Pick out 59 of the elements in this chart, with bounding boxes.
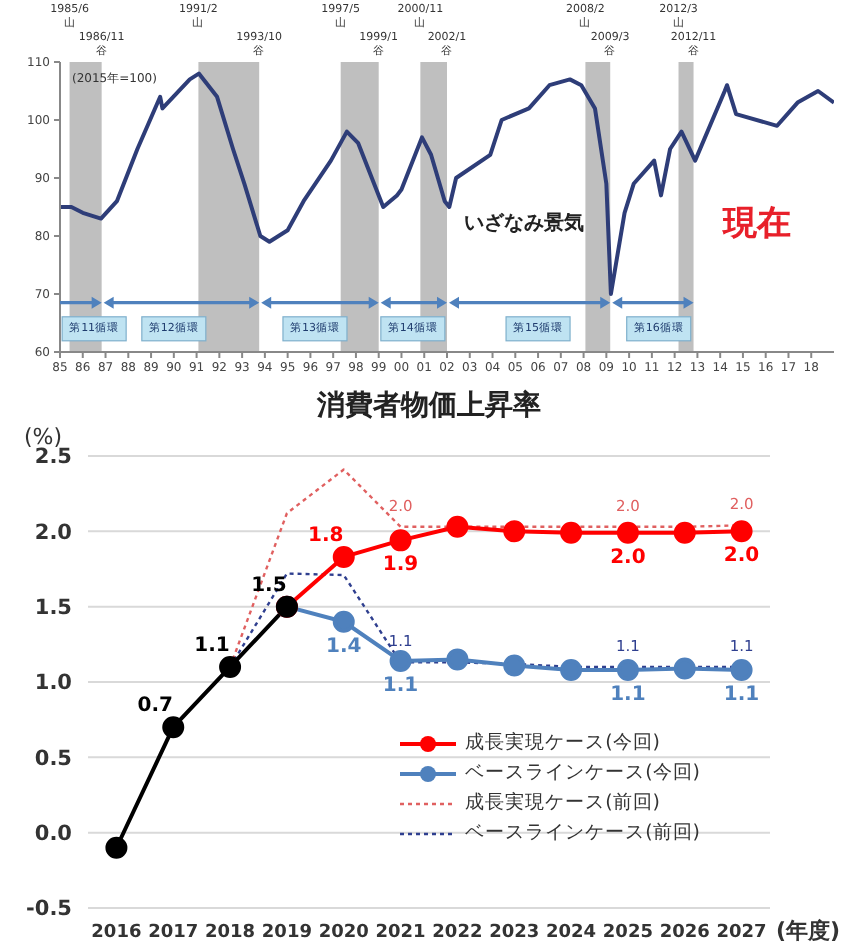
x-tick-label: 2022 bbox=[432, 922, 483, 943]
x-tick-label: 2027 bbox=[716, 922, 767, 943]
point bbox=[162, 716, 185, 739]
point bbox=[503, 520, 526, 543]
point bbox=[446, 648, 469, 671]
data-label: 2.0 bbox=[723, 545, 760, 568]
x-tick-label: 2026 bbox=[659, 922, 710, 943]
point bbox=[730, 520, 753, 543]
point bbox=[616, 658, 639, 681]
y-tick-label: 0.5 bbox=[34, 746, 72, 771]
y-axis-title: (%) bbox=[24, 424, 63, 450]
data-label: 1.1 bbox=[194, 634, 230, 657]
point bbox=[389, 529, 412, 552]
x-tick-label: 2017 bbox=[148, 922, 199, 943]
x-axis-title: (年度) bbox=[776, 916, 841, 946]
data-label: 0.7 bbox=[137, 695, 174, 718]
y-tick-label: 2.0 bbox=[34, 520, 72, 545]
point bbox=[673, 657, 696, 680]
legend-label: 成長実現ケース(前回) bbox=[465, 790, 660, 816]
data-label: 1.8 bbox=[308, 524, 344, 547]
y-tick-label: 0.0 bbox=[34, 822, 72, 847]
x-tick-label: 2024 bbox=[546, 922, 597, 943]
legend-label: ベースラインケース(前回) bbox=[465, 820, 700, 846]
point bbox=[503, 654, 526, 677]
point bbox=[389, 649, 412, 672]
point bbox=[673, 521, 696, 544]
point bbox=[560, 521, 583, 544]
x-tick-label: 2019 bbox=[261, 922, 312, 943]
line-series bbox=[60, 71, 834, 296]
point bbox=[105, 836, 128, 859]
data-label: 1.9 bbox=[382, 554, 419, 577]
data-label: 1.4 bbox=[326, 635, 362, 658]
y-tick-label: 2.5 bbox=[34, 445, 72, 470]
legend-label: 成長実現ケース(今回) bbox=[465, 730, 660, 756]
data-label: 1.1 bbox=[723, 683, 760, 706]
y-tick-label: 1.0 bbox=[34, 671, 72, 696]
point bbox=[446, 515, 469, 538]
point bbox=[332, 610, 355, 633]
y-tick-label: -0.5 bbox=[26, 897, 72, 922]
point bbox=[560, 658, 583, 681]
chart-title: 消費者物価上昇率 bbox=[315, 388, 543, 424]
data-label: 1.1 bbox=[610, 683, 646, 706]
data-label: 1.5 bbox=[251, 574, 287, 597]
x-tick-label: 2016 bbox=[91, 922, 142, 943]
annotation: いざなみ景気 bbox=[464, 211, 585, 236]
y-tick-label: 1.5 bbox=[34, 596, 72, 621]
x-tick-label: 2025 bbox=[602, 922, 653, 943]
data-label: 2.0 bbox=[610, 546, 646, 569]
point bbox=[219, 655, 242, 678]
point bbox=[332, 545, 355, 568]
x-tick-label: 2018 bbox=[205, 922, 256, 943]
point bbox=[730, 658, 753, 681]
annotation: 現在 bbox=[720, 204, 791, 245]
point bbox=[616, 521, 639, 544]
data-label: 1.1 bbox=[382, 674, 419, 697]
x-tick-label: 2021 bbox=[375, 922, 426, 943]
x-tick-label: 2023 bbox=[489, 922, 540, 943]
x-tick-label: 2020 bbox=[318, 922, 369, 943]
legend-label: ベースラインケース(今回) bbox=[465, 760, 700, 786]
